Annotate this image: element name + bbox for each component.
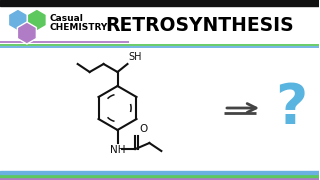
Polygon shape	[17, 22, 36, 44]
Text: O: O	[140, 124, 148, 134]
Text: ?: ?	[275, 81, 307, 135]
Text: Casual: Casual	[50, 14, 84, 22]
Bar	[0, 174, 319, 177]
Bar	[0, 177, 319, 180]
Bar	[0, 171, 319, 174]
Polygon shape	[28, 9, 46, 31]
Text: CHEMISTRY: CHEMISTRY	[50, 22, 108, 32]
Text: RETROSYNTHESIS: RETROSYNTHESIS	[105, 15, 293, 35]
Text: SH: SH	[128, 52, 142, 62]
Text: NH: NH	[110, 145, 125, 155]
Polygon shape	[8, 9, 28, 31]
Bar	[0, 0, 319, 6]
